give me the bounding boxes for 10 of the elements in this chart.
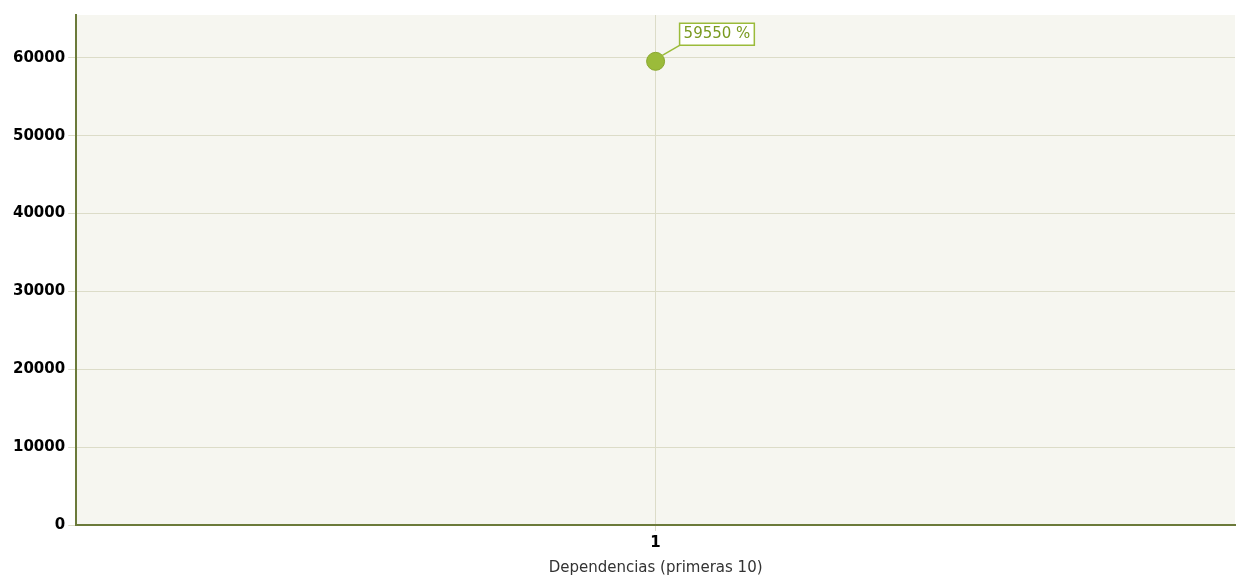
data-label: 59550 % — [683, 24, 751, 43]
y-tick-label: 60000 — [13, 47, 66, 66]
y-tick-label: 40000 — [13, 203, 66, 222]
y-tick-label: 30000 — [13, 281, 66, 300]
y-tick-label: 10000 — [13, 437, 66, 456]
x-tick-label: 1 — [650, 532, 661, 551]
x-axis-title: Dependencias (primeras 10) — [548, 557, 763, 576]
y-tick-label: 0 — [54, 514, 66, 533]
y-tick-label: 50000 — [13, 125, 66, 144]
y-tick-label: 20000 — [13, 359, 66, 378]
